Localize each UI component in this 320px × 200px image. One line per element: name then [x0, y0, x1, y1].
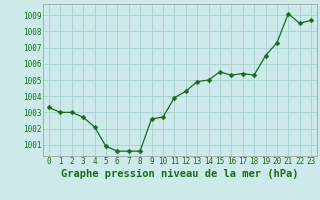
X-axis label: Graphe pression niveau de la mer (hPa): Graphe pression niveau de la mer (hPa): [61, 169, 299, 179]
